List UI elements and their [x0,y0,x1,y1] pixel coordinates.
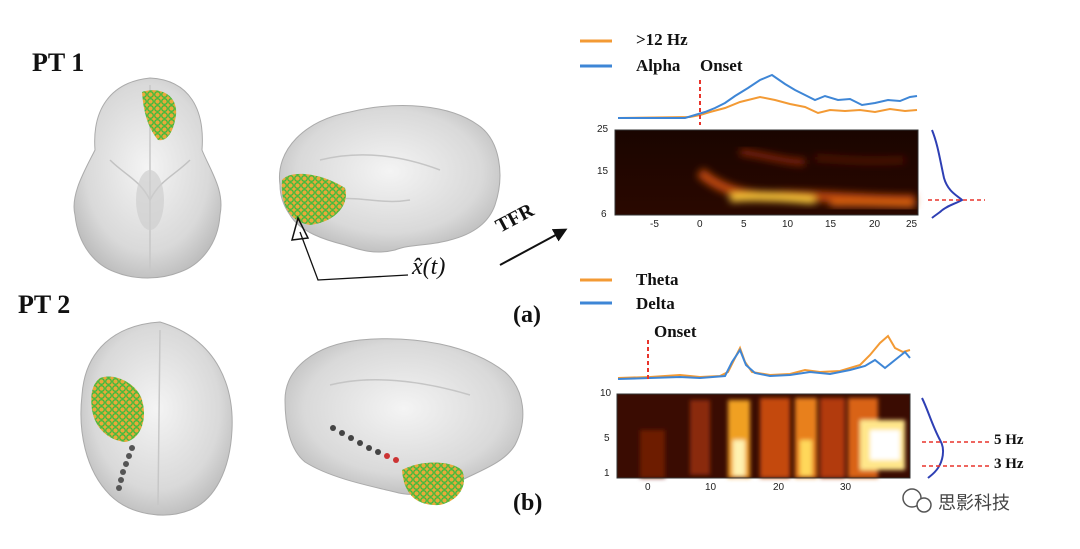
tfr-a-xtick-6: 25 [906,219,918,230]
panel-b-heatmap [616,393,911,479]
wechat-icon [902,488,932,513]
series-alpha [618,73,918,119]
tfr-b-ytick-1: 5 [604,433,610,444]
tfr-a-ytick-2: 6 [601,209,607,220]
tfr-a-xtick-3: 10 [782,219,794,230]
tfr-arrow [499,228,568,266]
pt2-side-electrodes [330,425,399,463]
pt1-side-brain [278,105,501,253]
tfr-a-xtick-5: 20 [869,219,881,230]
legend-a-blue-text: Alpha [636,56,681,75]
watermark-text: 思影科技 [938,493,1010,514]
tfr-b-xtick-0: 0 [645,482,651,493]
panel-b-label: (b) [513,490,543,516]
spectrum-b-5hz: 5 Hz [994,432,1024,448]
panel-a-spectrum [928,129,985,219]
spectrum-b-3hz: 3 Hz [994,456,1024,472]
tfr-b-xtick-3: 30 [840,482,852,493]
legend-b-orange-text: Theta [636,270,679,289]
legend-a-orange-text: >12 Hz [636,30,688,49]
panel-b-spectrum [921,397,990,479]
xhat-label: x̂(t) [412,254,446,280]
pt1-label: PT 1 [32,48,85,77]
xhat-pointer [299,231,409,281]
pt2-side-brain [284,338,524,506]
panel-b-trace [580,278,911,380]
pt1-top-brain [73,77,222,279]
tfr-a-xtick-4: 15 [825,219,837,230]
tfr-b-xtick-2: 20 [773,482,785,493]
onset-a-text: Onset [700,56,743,75]
pt2-top-brain [80,321,233,516]
series-theta [617,334,911,379]
onset-b-text: Onset [654,322,697,341]
legend-b-blue-text: Delta [636,294,675,313]
tfr-b-ytick-0: 10 [600,388,612,399]
pt2-label: PT 2 [18,290,71,319]
tfr-b-xtick-1: 10 [705,482,717,493]
panel-a-label: (a) [513,302,541,328]
tfr-a-xtick-1: 0 [697,219,703,230]
panel-a-trace [580,39,918,125]
panel-a-heatmap [614,129,919,216]
pt2-top-electrodes [116,445,135,491]
series-gt12hz [617,95,918,119]
tfr-a-xtick-0: -5 [650,219,659,230]
tfr-a-ytick-0: 25 [597,124,609,135]
tfr-a-ytick-1: 15 [597,166,609,177]
series-delta [617,347,911,380]
tfr-b-ytick-2: 1 [604,468,610,479]
tfr-a-xtick-2: 5 [741,219,747,230]
